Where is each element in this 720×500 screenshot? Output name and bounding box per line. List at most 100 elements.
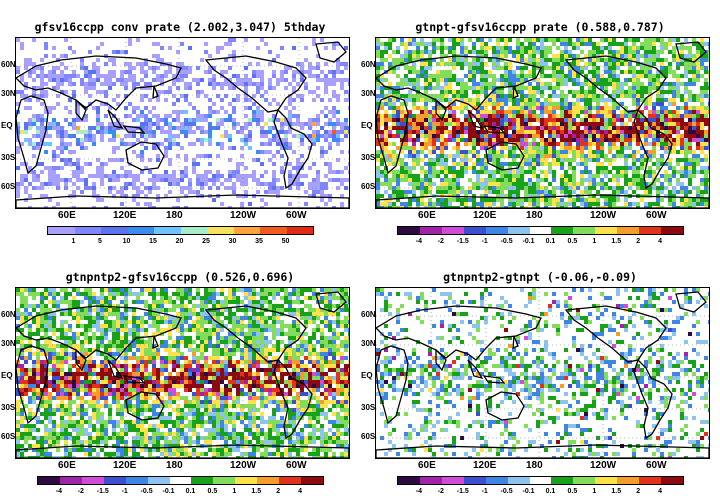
colorbar-label: -4	[415, 488, 423, 495]
colorbar-swatch	[127, 227, 154, 234]
coastline	[675, 291, 707, 313]
colorbar-label: -1.5	[456, 488, 469, 495]
lon-tick-label: 120E	[473, 460, 497, 471]
colorbar	[37, 476, 324, 485]
lon-tick-label: 180	[526, 460, 543, 471]
colorbar-swatch	[213, 477, 236, 484]
lat-tick-label: EQ	[361, 371, 373, 380]
colorbar-label: -0.5	[500, 488, 513, 495]
colorbar-label: 15	[149, 238, 157, 245]
colorbar-label: -1	[481, 238, 488, 245]
colorbar-label: 1	[592, 238, 597, 245]
colorbar-swatch	[485, 227, 508, 234]
lon-tick-label: 120W	[590, 210, 617, 221]
lat-tick-label: 60S	[361, 432, 376, 441]
colorbar-swatch	[235, 477, 258, 484]
coastline	[16, 345, 49, 425]
lat-tick-label: 60N	[361, 310, 376, 319]
coastline	[376, 95, 409, 175]
colorbar-label: -1.5	[456, 238, 469, 245]
colorbar-swatch	[81, 477, 104, 484]
colorbar-label: 4	[298, 488, 303, 495]
map-panel: gtnpntp2-gtnpt (-0.06,-0.09) 60N 30N EQ 30S…	[360, 250, 720, 500]
colorbar-label: 25	[202, 238, 210, 245]
colorbar	[47, 226, 314, 235]
precip-field	[376, 288, 709, 458]
colorbar-swatch	[573, 227, 596, 234]
colorbar	[397, 226, 684, 235]
lat-tick-label: 30N	[361, 339, 376, 348]
colorbar-label: -4	[55, 488, 63, 495]
colorbar	[397, 476, 684, 485]
coastline	[633, 108, 673, 190]
coastline	[675, 41, 707, 63]
lat-tick-label: 60S	[1, 182, 16, 191]
colorbar-label: 30	[228, 238, 237, 245]
map-panel: gtnpt-gfsv16ccpp prate (0.588,0.787) 60N…	[360, 0, 720, 250]
coastline	[16, 194, 349, 208]
colorbar-swatch	[617, 477, 640, 484]
lat-tick-label: EQ	[1, 371, 13, 380]
map-plot-area	[375, 287, 710, 459]
precip-field	[376, 38, 709, 208]
colorbar-swatch	[191, 477, 214, 484]
colorbar-swatch	[207, 227, 234, 234]
colorbar-swatch	[260, 227, 287, 234]
colorbar-swatch	[257, 477, 280, 484]
lat-tick-label: 60N	[1, 310, 16, 319]
colorbar-label: -0.1	[522, 238, 535, 245]
coastline	[16, 55, 182, 111]
colorbar-swatch	[233, 227, 260, 234]
coastline	[75, 348, 124, 380]
lon-tick-label: 180	[166, 460, 183, 471]
colorbar-label: 2	[276, 488, 281, 495]
lat-tick-label: 60S	[361, 182, 376, 191]
lat-tick-label: EQ	[1, 121, 13, 130]
colorbar-label: 1	[71, 238, 76, 245]
coastline	[633, 358, 673, 440]
lat-tick-label: 60N	[1, 60, 16, 69]
colorbar-label: 35	[255, 238, 263, 245]
colorbar-swatch	[147, 477, 170, 484]
colorbar-label: -0.1	[522, 488, 535, 495]
lat-tick-label: 30N	[1, 339, 16, 348]
coastline	[125, 141, 165, 171]
colorbar-swatch	[551, 477, 574, 484]
colorbar-label: 20	[175, 238, 184, 245]
coastline	[273, 358, 313, 440]
colorbar-swatch	[419, 477, 442, 484]
coastline	[376, 55, 542, 111]
colorbar-swatch	[441, 477, 464, 484]
colorbar-swatch	[639, 227, 662, 234]
colorbar-swatch	[398, 477, 420, 484]
panel-title: gtnpt-gfsv16ccpp prate (0.588,0.787)	[415, 20, 665, 34]
colorbar-swatch	[507, 227, 530, 234]
coastline	[376, 345, 409, 425]
coastline	[122, 85, 159, 134]
colorbar-swatch	[595, 227, 618, 234]
colorbar-swatch	[419, 227, 442, 234]
colorbar-swatch	[38, 477, 60, 484]
coastline	[315, 291, 347, 313]
map-plot-area	[375, 37, 710, 209]
lon-tick-label: 120E	[113, 460, 137, 471]
colorbar-swatch	[507, 477, 530, 484]
precip-field	[16, 288, 349, 458]
colorbar-swatch	[529, 477, 552, 484]
map-panel: gtnpntp2-gfsv16ccpp (0.526,0.696) 60N 30N…	[0, 250, 360, 500]
lon-tick-label: 120W	[230, 210, 257, 221]
colorbar-swatch	[180, 227, 207, 234]
lat-tick-label: EQ	[361, 121, 373, 130]
colorbar-label: -1.5	[96, 488, 109, 495]
coastline	[482, 335, 519, 384]
colorbar-swatch	[301, 477, 323, 484]
colorbar-swatch	[103, 477, 126, 484]
coastline	[376, 444, 709, 458]
lat-tick-label: 30S	[361, 153, 376, 162]
precip-field	[16, 38, 349, 208]
colorbar-label: 0.5	[567, 488, 578, 495]
colorbar-label: 2	[636, 488, 641, 495]
lon-tick-label: 180	[526, 210, 543, 221]
colorbar-swatch	[463, 227, 486, 234]
colorbar-label: -0.1	[162, 488, 175, 495]
